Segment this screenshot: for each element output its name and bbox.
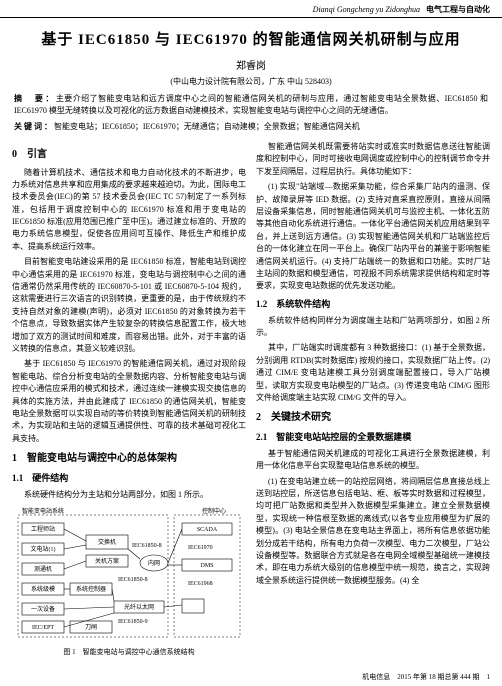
svg-text:SCADA: SCADA [197,527,218,533]
running-header: Dianqi Gongcheng yu Zidonghua 电气工程与自动化 [0,0,502,18]
affiliation: (中山电力设计院有限公司，广东 中山 528403) [0,74,502,93]
svg-text:IEC61968: IEC61968 [188,581,213,587]
section-2-1-title: 2.1 智能变电站站控层的全景数据建模 [256,431,490,445]
section-1-2-title: 1.2 系统软件结构 [256,298,490,312]
section-0-title: 0 引言 [12,147,246,163]
svg-text:控制中心: 控制中心 [202,507,226,515]
paper-title: 基于 IEC61850 与 IEC61970 的智能通信网关机研制与应用 [0,18,502,55]
svg-text:IEC61850-8: IEC61850-8 [118,577,148,583]
keywords-text: 智能变电站；IEC61850；IEC61970；无缝通信；自动建模；全景数据；智… [54,122,360,131]
s0-p1: 随着计算机技术、通信技术和电力自动化技术的不断进步，电力系统对信息共享和应用集成… [12,167,246,254]
journal-pinyin: Dianqi Gongcheng yu Zidonghua [313,5,420,14]
svg-text:内网: 内网 [148,559,160,567]
r-p1: 智能通信网关机既需要将站实时或准实时数据信息送往智能调度和控制中心，同时可接收电… [256,141,490,178]
svg-text:工程师站: 工程师站 [31,525,55,533]
svg-text:刀闸: 刀闸 [85,623,97,631]
svg-text:系统控制器: 系统控制器 [76,585,106,593]
section-2-title: 2 关键技术研究 [256,410,490,426]
svg-text:测通机: 测通机 [34,565,52,573]
svg-text:IEC61850-9: IEC61850-9 [118,619,148,625]
left-column: 0 引言 随着计算机技术、通信技术和电力自动化技术的不断进步，电力系统对信息共享… [12,141,246,662]
page-footer: 机电信息 2015 年第 18 期总第 444 期 1 [0,668,502,686]
r-p2: (1) 实现"站端域—数据采集功能，综合采集厂站内的遥测、保护、故障录屏等 IE… [256,181,490,293]
section-1-1-title: 1.1 硬件结构 [12,472,246,486]
section-1-title: 1 智能变电站与调控中心的总体架构 [12,451,246,467]
abstract-label: 摘 要： [14,94,56,103]
s0-p2: 目前智能变电站建设采用的是 IEC61850 标准，智能电站到调控中心通信采用的… [12,256,246,355]
keywords-block: 关键词：智能变电站；IEC61850；IEC61970；无缝通信；自动建模；全景… [0,121,502,137]
svg-text:一次设备: 一次设备 [31,605,55,613]
journal-cn: 电气工程与自动化 [426,5,490,14]
s2-1-p2: (1) 在变电站建立统一的站控层网络，将间隔层信息直接总线上送到站控层，所送信息… [256,476,490,588]
keywords-label: 关键词： [14,122,54,131]
figure-1: 智能变电站系统 控制中心工程师站文电站(1) 测通机系统级模 系统控制器一次设备 IEC… [12,505,246,658]
svg-text:交换机: 交换机 [98,538,116,546]
svg-text:文电站(1): 文电站(1) [31,545,56,553]
svg-text:智能变电站系统: 智能变电站系统 [22,507,64,515]
svg-text:关机方案: 关机方案 [95,557,119,565]
s1-2-p1: 系统软件结构同样分为调度端主站和厂站两项部分，如图 2 所示。 [256,315,490,340]
abstract-block: 摘 要：主要介绍了智能变电站和远方调度中心之间的智能通信网关机的研制与应用，通过… [0,93,502,121]
svg-text:IEC61850-8: IEC61850-8 [132,543,162,549]
abstract-text: 主要介绍了智能变电站和远方调度中心之间的智能通信网关机的研制与应用，通过智能变电… [14,94,488,115]
right-column: 智能通信网关机既需要将站实时或准实时数据信息送往智能调度和控制中心，同时可接收电… [256,141,490,662]
svg-text:DMS: DMS [200,563,213,569]
s1-2-p2: 其中，厂站端实时调度都有 3 种数据接口：(1) 基于全景数据，分别调用 RTD… [256,342,490,404]
s0-p3: 基于 IEC61850 与 IEC61970 的智能通信网关机，通过对现阶段智能… [12,358,246,445]
author-name: 郑睿岗 [0,55,502,74]
svg-text:系统级模: 系统级模 [31,585,55,593]
s1-1-p1: 系统硬件结构分为主站和分站两部分，如图 1 所示。 [12,489,246,501]
svg-text:光纤以太网: 光纤以太网 [124,603,154,611]
svg-text:IEC/EPT: IEC/EPT [32,625,54,631]
svg-text:IEC61970: IEC61970 [188,545,213,551]
s2-1-p1: 基于智能通信网关机建成的可视化工具进行全景数据建模，利用一体化信息平台实现整电站… [256,448,490,473]
figure-1-caption: 图 1 智能变电站与调控中心通信系统结构 [12,647,246,658]
